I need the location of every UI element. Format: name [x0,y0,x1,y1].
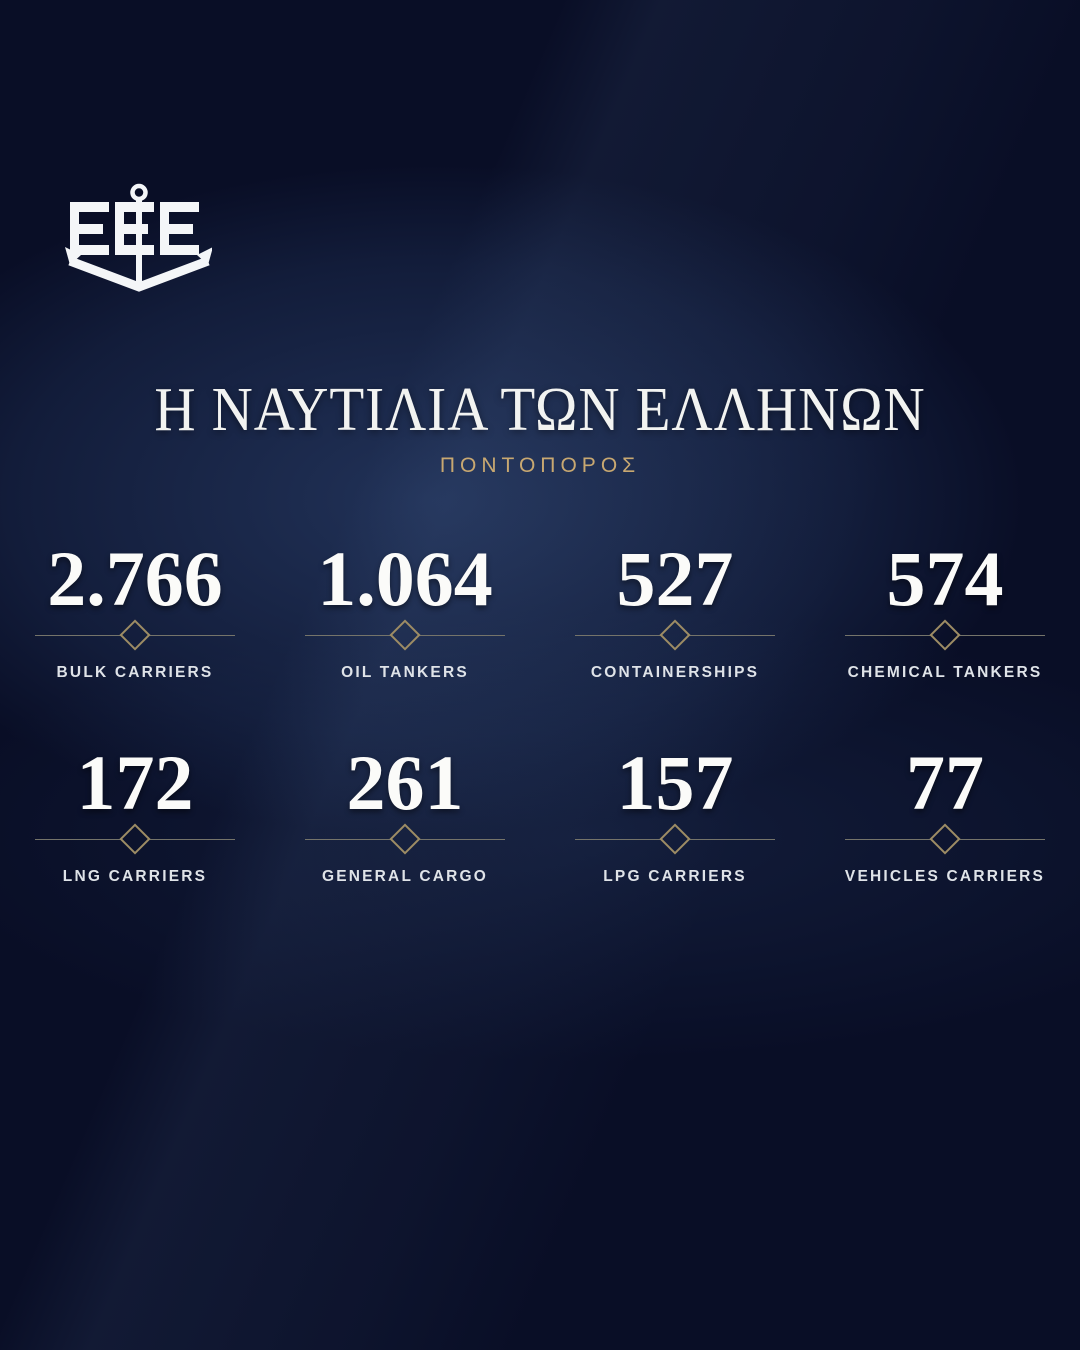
stat-card-general-cargo: 261 GENERAL CARGO [270,744,540,888]
stat-label: LNG CARRIERS [62,868,208,885]
header: Η ΝΑΥΤΙΛΙΑ ΤΩΝ ΕΛΛΗΝΩΝ ΠΟΝΤΟΠΟΡΟΣ [0,378,1080,478]
divider-line [845,634,931,636]
divider-line [305,634,391,636]
stats-grid: 2.766 BULK CARRIERS 1.064 OIL TANKERS 52… [0,540,1080,888]
stat-value: 261 [346,739,464,826]
divider-line [689,838,775,840]
stat-label: VEHICLES CARRIERS [844,868,1046,885]
stat-label: CONTAINERSHIPS [590,664,760,681]
stat-label: CHEMICAL TANKERS [847,664,1043,681]
divider-line [959,634,1045,636]
stat-divider [35,823,235,855]
page-title: Η ΝΑΥΤΙΛΙΑ ΤΩΝ ΕΛΛΗΝΩΝ [154,376,926,444]
diamond-ornament-icon [929,619,961,651]
stat-divider [575,823,775,855]
stat-divider [305,823,505,855]
diamond-ornament-icon [659,619,691,651]
stat-divider [575,619,775,651]
eee-anchor-logo-icon [62,182,212,294]
divider-line [575,838,661,840]
stat-divider [305,619,505,651]
diamond-ornament-icon [659,823,691,855]
stat-divider [35,619,235,651]
stat-value: 157 [616,739,734,826]
stat-card-vehicles-carriers: 77 VEHICLES CARRIERS [810,744,1080,888]
divider-line [575,634,661,636]
stat-value: 527 [616,535,734,622]
stat-label: BULK CARRIERS [56,664,214,681]
divider-line [305,838,391,840]
stat-card-lng-carriers: 172 LNG CARRIERS [0,744,270,888]
stat-card-bulk-carriers: 2.766 BULK CARRIERS [0,540,270,684]
stat-value: 77 [906,739,984,826]
divider-line [689,634,775,636]
page-subtitle: ΠΟΝΤΟΠΟΡΟΣ [439,454,641,477]
stat-label: LPG CARRIERS [603,868,747,885]
stat-value: 1.064 [317,535,493,622]
stat-card-lpg-carriers: 157 LPG CARRIERS [540,744,810,888]
diamond-ornament-icon [929,823,961,855]
divider-line [35,634,121,636]
diamond-ornament-icon [119,823,151,855]
stat-divider [845,619,1045,651]
stat-card-oil-tankers: 1.064 OIL TANKERS [270,540,540,684]
stat-value: 2.766 [47,535,223,622]
diamond-ornament-icon [389,619,421,651]
stat-label: OIL TANKERS [341,664,469,681]
diamond-ornament-icon [389,823,421,855]
stat-label: GENERAL CARGO [321,868,489,885]
divider-line [149,838,235,840]
stat-card-containerships: 527 CONTAINERSHIPS [540,540,810,684]
divider-line [419,634,505,636]
stat-divider [845,823,1045,855]
divider-line [149,634,235,636]
divider-line [35,838,121,840]
stat-value: 574 [886,535,1004,622]
divider-line [419,838,505,840]
diamond-ornament-icon [119,619,151,651]
stat-value: 172 [76,739,194,826]
divider-line [959,838,1045,840]
divider-line [845,838,931,840]
stat-card-chemical-tankers: 574 CHEMICAL TANKERS [810,540,1080,684]
